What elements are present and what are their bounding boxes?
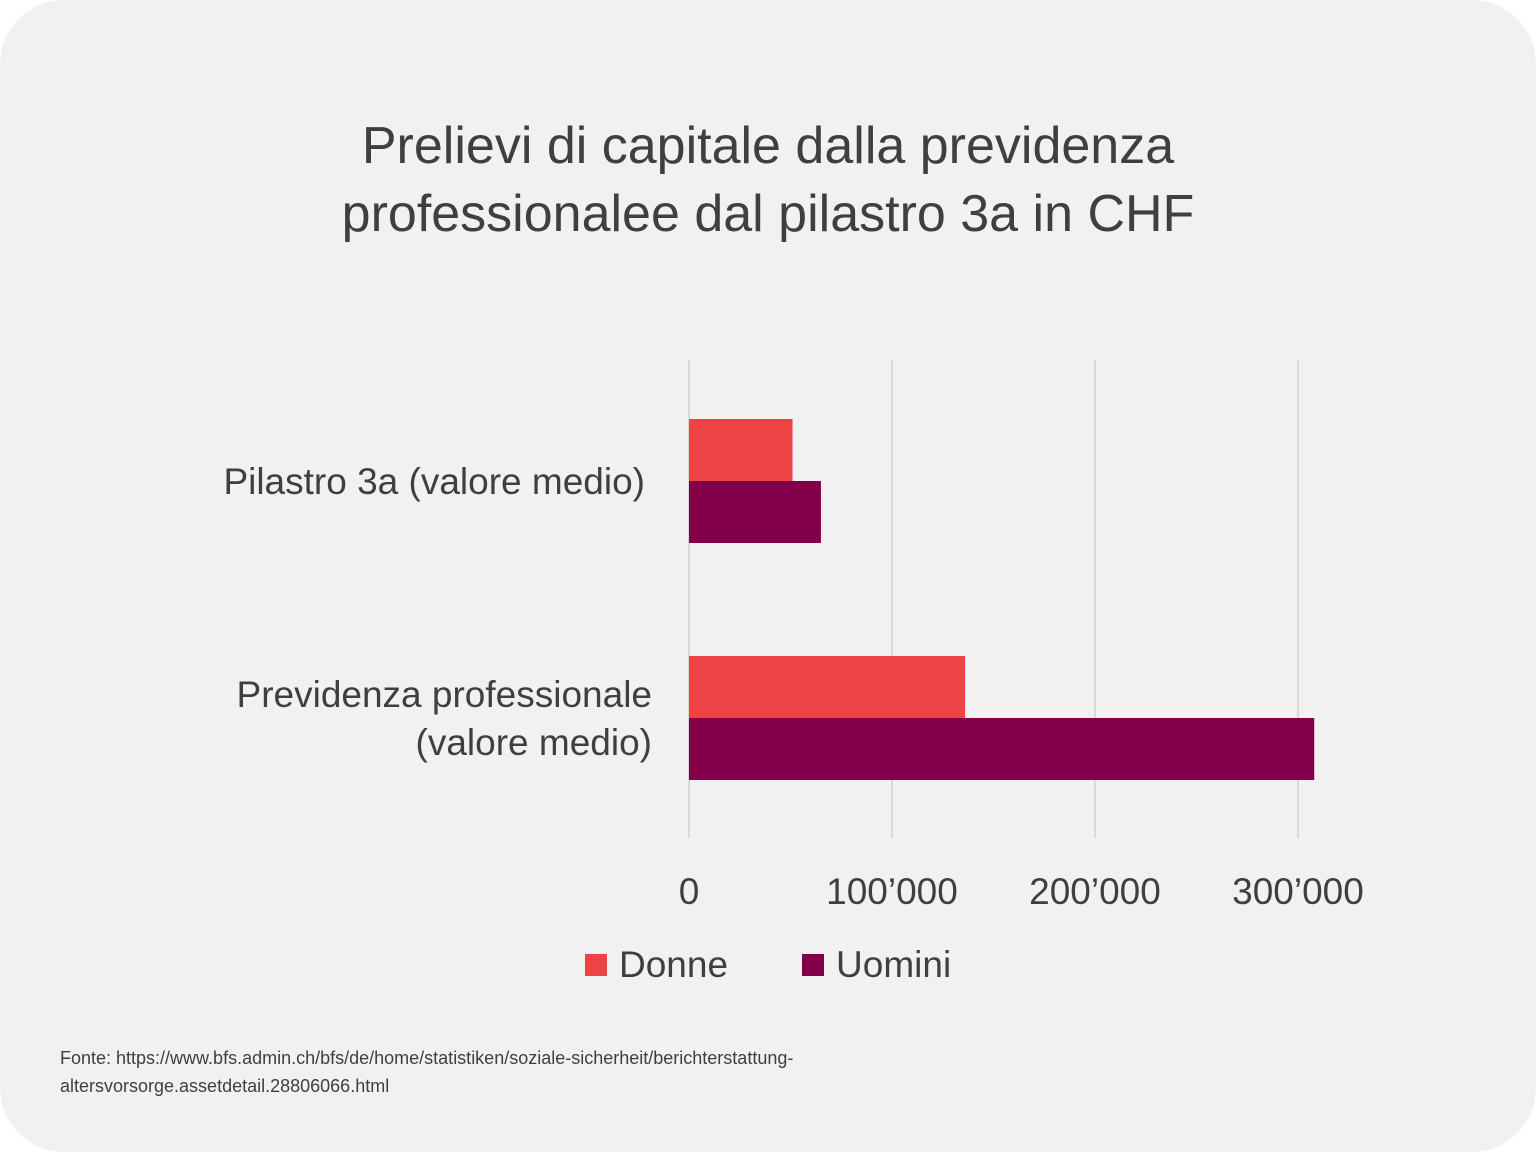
bar-uomini-1	[689, 718, 1315, 780]
x-tick-label-2: 200’000	[1029, 871, 1161, 912]
chart-title: Prelievi di capitale dalla previdenza pr…	[168, 112, 1368, 248]
category-label-1-0: Previdenza professionale	[237, 674, 652, 715]
category-label-0-0: Pilastro 3a (valore medio)	[223, 461, 645, 502]
x-tick-label-3: 300’000	[1232, 871, 1364, 912]
bar-uomini-0	[689, 481, 821, 543]
legend-swatch-uomini	[802, 954, 825, 976]
bar-donne-0	[689, 419, 793, 481]
legend-label-donne: Donne	[619, 944, 729, 985]
chart-legend: Donne Uomini	[585, 944, 951, 986]
source-note: Fonte: https://www.bfs.admin.ch/bfs/de/h…	[60, 1048, 794, 1096]
category-label-1-1: (valore medio)	[416, 722, 652, 763]
chart-title-line-1: Prelievi di capitale dalla previdenza	[361, 117, 1175, 175]
chart-title-line-2: professionalee dal pilastro 3a in CHF	[341, 185, 1195, 243]
legend-swatch-donne	[585, 954, 607, 976]
x-tick-label-0: 0	[679, 871, 700, 912]
bar-donne-1	[689, 656, 966, 718]
legend-item-uomini: Uomini	[802, 944, 951, 986]
x-tick-label-1: 100’000	[826, 871, 958, 912]
legend-label-uomini: Uomini	[836, 944, 952, 985]
legend-item-donne: Donne	[585, 944, 728, 986]
